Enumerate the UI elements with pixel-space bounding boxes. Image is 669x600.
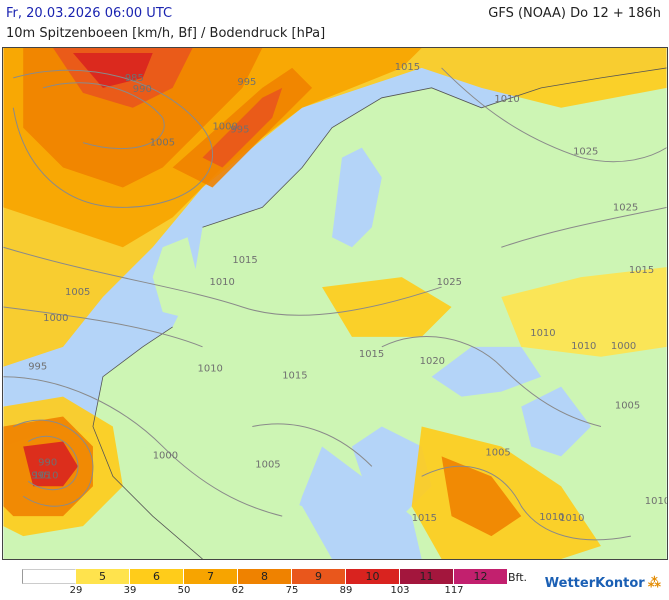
legend-tick: 50 — [177, 585, 191, 596]
isobar-label: 1020 — [420, 356, 445, 367]
coastline-west — [92, 326, 203, 559]
isobar-label: 1010 — [209, 277, 234, 288]
inland-seas — [332, 147, 591, 517]
gust-zone — [441, 456, 522, 537]
gust-zone — [411, 426, 601, 559]
isobar-label: 1015 — [629, 265, 654, 276]
legend-class-7: 11 — [400, 569, 454, 584]
coastline — [202, 67, 667, 228]
isobar-label: 1000 — [43, 313, 68, 324]
gust-zones — [3, 48, 667, 559]
brand-name: WetterKontor — [544, 576, 645, 591]
legend-class-5: 9 — [292, 569, 346, 584]
weather-map: 9959859909951000100510151010102510251015… — [2, 47, 668, 560]
legend-tick: 62 — [231, 585, 245, 596]
isobar-label: 1005 — [485, 447, 510, 458]
legend-tick: 103 — [390, 585, 410, 596]
isobar-label: 1005 — [255, 459, 280, 470]
legend-class-3: 7 — [184, 569, 238, 584]
isobar-label: 1010 — [33, 470, 58, 481]
isobar-label: 1000 — [611, 341, 636, 352]
legend-class-8: 12 — [454, 569, 508, 584]
legend-class-4: 8 — [238, 569, 292, 584]
gust-legend: 5 6 7 8 9 10 11 12 — [22, 569, 508, 584]
gust-zone — [202, 87, 283, 168]
isobar-label: 995 — [237, 77, 256, 88]
legend-class-0 — [22, 569, 76, 584]
isobar-label: 1005 — [615, 401, 640, 412]
legend-unit-bft: Bft. — [508, 571, 528, 584]
parameter-title: 10m Spitzenboeen [km/h, Bf] / Bodendruck… — [6, 26, 326, 41]
brand-mark-icon: ⁂ — [647, 576, 661, 591]
legend-tick: 39 — [123, 585, 137, 596]
isobar-lines — [3, 67, 667, 541]
isobar-label: 985 — [125, 73, 144, 84]
isobar-label: 995 — [31, 470, 50, 481]
isobar-label: 995 — [230, 125, 249, 136]
legend-tick: 89 — [339, 585, 353, 596]
forecast-date: Fr, 20.03.2026 06:00 UTC — [6, 6, 173, 21]
gust-zone — [73, 52, 153, 88]
isobar-label: 1015 — [412, 513, 437, 524]
legend-tick: 117 — [444, 585, 464, 596]
isobar-label: 995 — [28, 362, 47, 373]
isobar-label: 1000 — [153, 450, 178, 461]
isobar-label: 1010 — [559, 513, 584, 524]
legend-tick: 75 — [285, 585, 299, 596]
legend-class-2: 6 — [130, 569, 184, 584]
isobar-label: 1010 — [539, 512, 564, 523]
isobar-label: 1025 — [613, 202, 638, 213]
isobar-label: 990 — [133, 84, 152, 95]
gust-zone — [23, 441, 79, 487]
legend-kmh-ticks: 29 39 50 62 75 89 103 117 — [22, 585, 522, 599]
isobar-label: 1010 — [530, 328, 555, 339]
model-run: GFS (NOAA) Do 12 + 186h — [488, 6, 661, 21]
gust-zone — [322, 277, 452, 337]
legend-class-6: 10 — [346, 569, 400, 584]
isobar-label: 1010 — [645, 496, 668, 507]
isobar-label: 1025 — [573, 147, 598, 158]
isobar-label: 1010 — [571, 341, 596, 352]
isobar-label: 1005 — [65, 287, 90, 298]
isobar-label: 1015 — [232, 255, 257, 266]
isobar-labels: 9959859909951000100510151010102510251015… — [28, 62, 668, 524]
legend-class-1: 5 — [76, 569, 130, 584]
isobar-label: 1025 — [437, 277, 462, 288]
isobar-label: 1015 — [282, 371, 307, 382]
brand-logo[interactable]: WetterKontor ⁂ — [545, 576, 661, 591]
isobar-label: 1005 — [150, 138, 175, 149]
isobar-label: 1015 — [359, 349, 384, 360]
isobar-label: 1010 — [494, 94, 519, 105]
legend-tick: 29 — [69, 585, 83, 596]
isobar-label: 990 — [38, 457, 57, 468]
gust-zone — [501, 267, 667, 357]
isobar-label: 1010 — [198, 364, 223, 375]
isobar-label: 1000 — [212, 122, 237, 133]
isobar-label: 1015 — [395, 62, 420, 73]
